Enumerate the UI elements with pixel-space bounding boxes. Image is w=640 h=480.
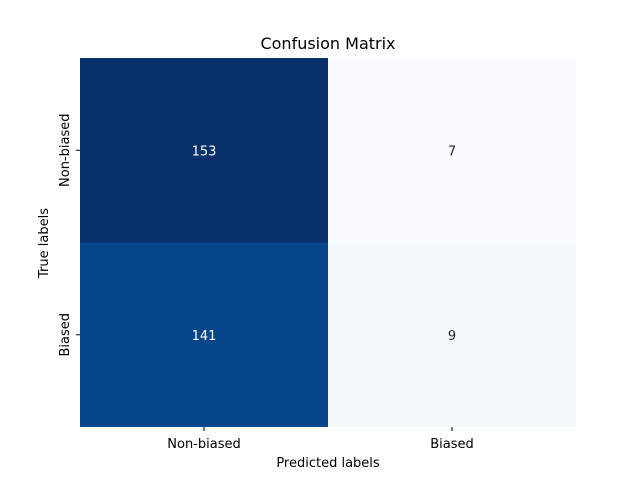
x-tick-label-0: Non-biased xyxy=(167,437,240,452)
heatmap-cell-r1-c1 xyxy=(328,242,576,427)
x-axis-label: Predicted labels xyxy=(276,456,380,471)
y-tick-label-0: Non-biased xyxy=(58,114,73,187)
chart-title: Confusion Matrix xyxy=(260,34,395,53)
heatmap-value-label-r1-c1: 9 xyxy=(448,329,456,344)
heatmap-value-label-r0-c0: 153 xyxy=(192,144,217,159)
x-axis: Non-biased Biased xyxy=(167,427,474,452)
heatmap-value-label-r1-c0: 141 xyxy=(192,329,217,344)
y-axis: Non-biased Biased xyxy=(58,114,80,357)
heatmap-cell-r0-c1 xyxy=(328,58,576,243)
heatmap-cell-labels: 153 7 141 9 xyxy=(192,144,457,344)
y-axis-label: True labels xyxy=(37,208,52,279)
heatmap-cell-r0-c0 xyxy=(80,58,328,243)
heatmap-cell-r1-c0 xyxy=(80,242,328,427)
heatmap-cells xyxy=(80,58,576,427)
y-tick-label-1: Biased xyxy=(58,313,73,357)
heatmap-value-label-r0-c1: 7 xyxy=(448,144,456,159)
x-tick-label-1: Biased xyxy=(430,437,474,452)
